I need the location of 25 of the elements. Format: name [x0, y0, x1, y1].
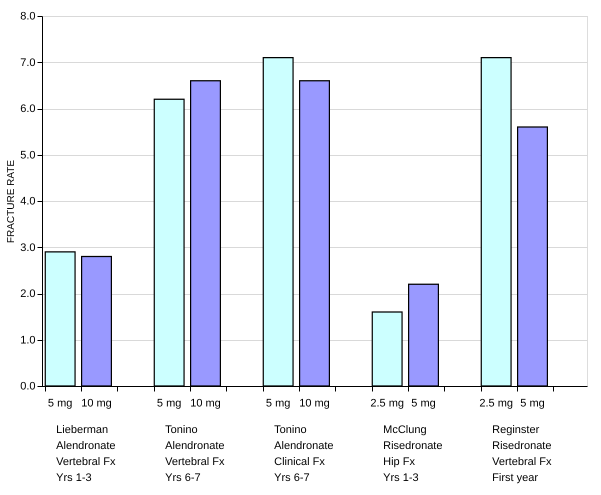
y-tick-label: 1.0 — [20, 334, 36, 346]
y-tick-label: 0.0 — [20, 380, 36, 392]
x-tick-label: 10 mg — [81, 398, 112, 410]
x-tick-label: 5 mg — [266, 398, 290, 410]
y-tick-label: 2.0 — [20, 288, 36, 300]
x-tick-label: 5 mg — [48, 398, 72, 410]
text: Tonino Alendronate Clinical Fx Yrs 6-7 — [274, 424, 334, 484]
text: Tonino Alendronate Vertebral Fx Yrs 6-7 — [165, 424, 225, 484]
x-tick-label: 10 mg — [299, 398, 330, 410]
x-tick-label: 5 mg — [156, 398, 182, 410]
y-tick-label: 8.0 — [20, 10, 36, 22]
text: Reginster Risedronate Vertebral Fx First year — [492, 424, 552, 484]
x-tick-label: 2.5 mg — [479, 398, 513, 410]
x-tick-label: 2.5 mg — [370, 398, 404, 410]
y-tick-label: 5.0 — [20, 149, 36, 162]
y-axis-title: FRACTURE RATE — [6, 160, 18, 244]
y-tick-label: 3.0 — [20, 242, 36, 254]
text: Lieberman Alendronate Vertebral Fx Yrs 1-3 — [56, 424, 116, 484]
x-tick-label: 5 mg — [520, 398, 545, 410]
y-tick-label: 4.0 — [20, 196, 36, 208]
text: McClung Risedronate Hip Fx Yrs 1-3 — [383, 424, 442, 484]
y-tick-label: 6.0 — [20, 103, 36, 115]
y-tick-label: 7.0 — [20, 56, 36, 69]
x-tick-label: 10 mg — [190, 398, 221, 410]
x-tick-label: 5 mg — [411, 398, 436, 410]
